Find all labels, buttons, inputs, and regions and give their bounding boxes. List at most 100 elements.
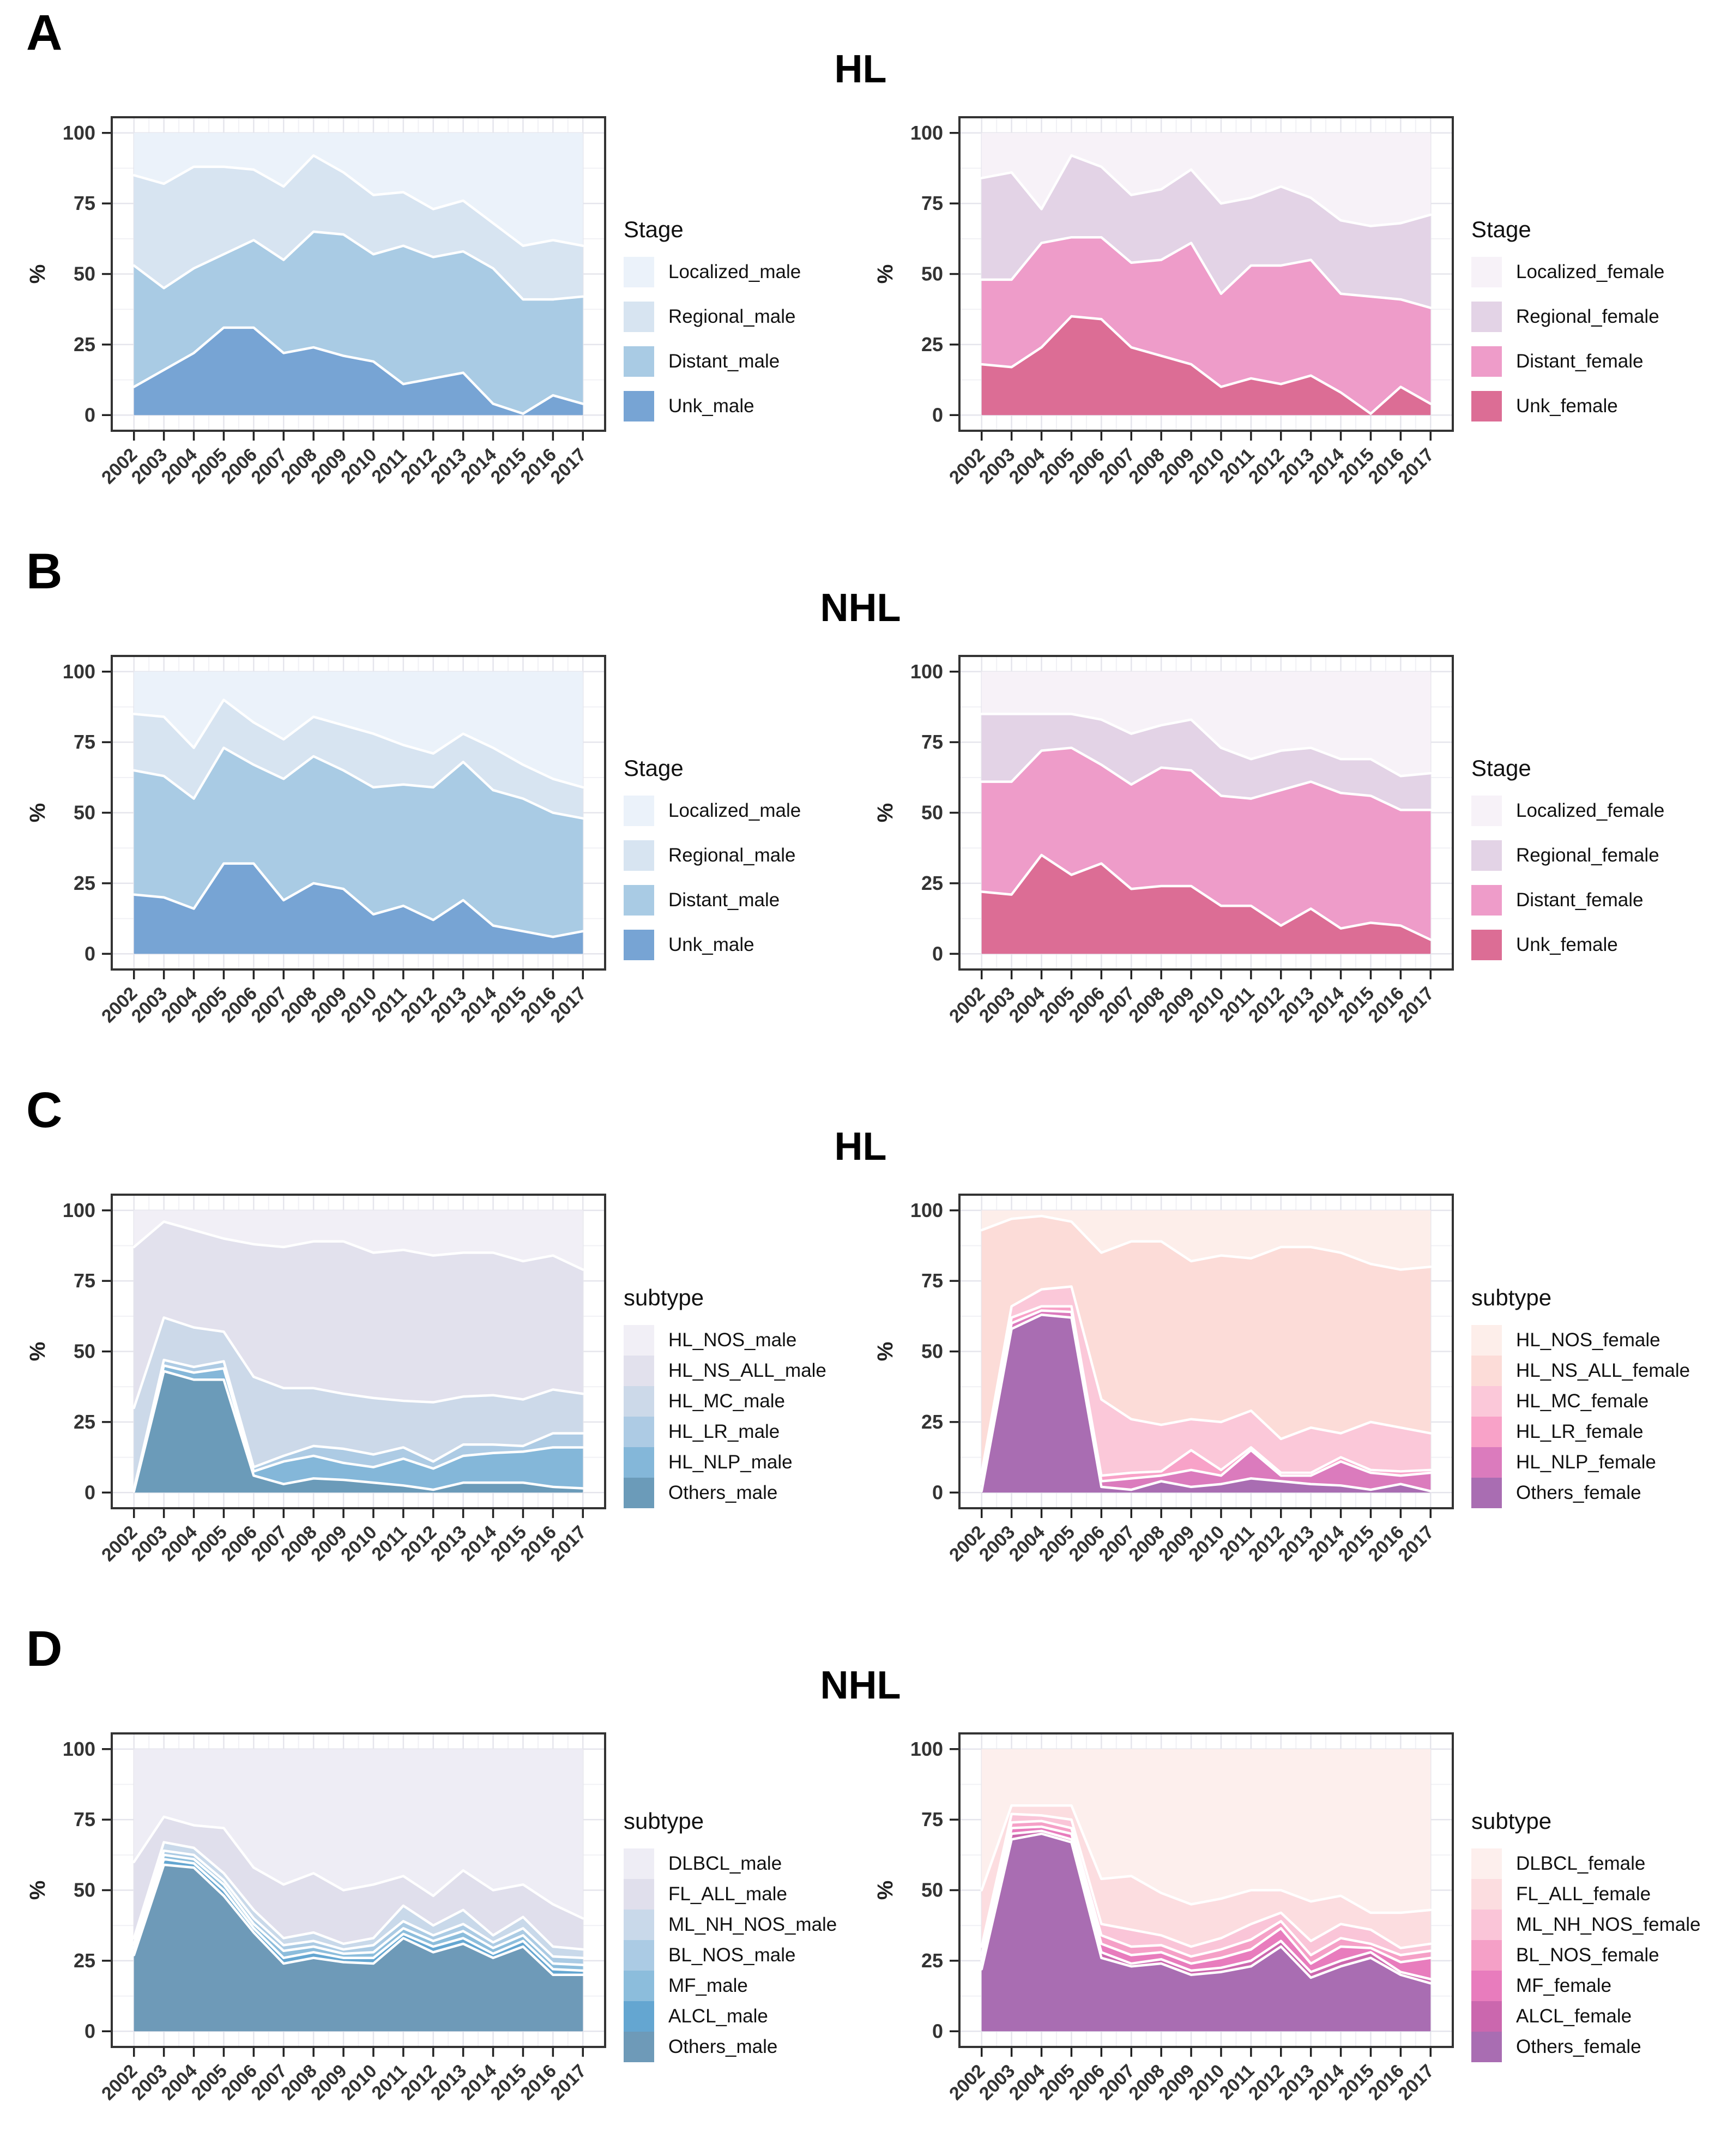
y-tick-label: 50 (921, 263, 943, 285)
legend-item-Regional_male: Regional_male (624, 840, 858, 871)
legend-items: DLBCL_male FL_ALL_male ML_NH_NOS_male BL_NO… (624, 1848, 858, 2062)
area-boundary-HL_NS_ALL_female (980, 1214, 1432, 1271)
area-boundary-ALCL_female (980, 1829, 1432, 1980)
legend-swatch-HL_NLP_female (1471, 1447, 1502, 1478)
plot-border (111, 1194, 606, 1509)
area-boundary-Unk_female (980, 315, 1432, 415)
area-boundary-Others_male (132, 1863, 584, 1976)
panel-d-title: NHL (820, 1664, 901, 1707)
legend-swatch-Localized_male (624, 796, 654, 826)
area-boundary-HL_LR_female (980, 1305, 1432, 1480)
legend-item-Localized_male: Localized_male (624, 796, 858, 826)
area-layer-FL_ALL_female (981, 1805, 1431, 1948)
legend-hl-stage-female: Stage Localized_female Regional_female Dist… (1471, 216, 1706, 421)
legend-swatch-Unk_female (1471, 391, 1502, 421)
area-layer-Localized_male (134, 133, 583, 246)
legend-item-Localized_male: Localized_male (624, 257, 858, 287)
plot-border (958, 1732, 1454, 2048)
area-layer-HL_NLP_male (134, 1365, 583, 1492)
legend-item-BL_NOS_female: BL_NOS_female (1471, 1940, 1706, 1971)
legend-item-Distant_female: Distant_female (1471, 346, 1706, 377)
legend-item-DLBCL_female: DLBCL_female (1471, 1848, 1706, 1879)
legend-items: Localized_male Regional_male Distant_male U… (624, 796, 858, 960)
plot-border (111, 116, 606, 432)
y-tick-label: 75 (74, 731, 95, 753)
legend-item-Localized_female: Localized_female (1471, 796, 1706, 826)
stacked-area-chart-nhl-subtype-female: 2002200320042005200620072008200920102011… (873, 1732, 1454, 2104)
legend-swatch-ML_NH_NOS_male (624, 1910, 654, 1940)
legend-swatch-MF_male (624, 1971, 654, 2001)
legend-label: Unk_male (668, 395, 754, 417)
area-boundary-Unk_female (980, 853, 1432, 941)
legend-label: HL_NOS_male (668, 1329, 797, 1351)
y-tick-label: 75 (921, 1808, 943, 1830)
chart-unit-nhl-female: 2002 2003 2004 2005 2006 2007 2008 2009 2010 2011… (864, 642, 1712, 1073)
area-boundary-HL_MC_male (132, 1316, 584, 1410)
legend-hl-stage-male: Stage Localized_male Regional_male Distant_… (624, 216, 858, 421)
y-axis-label: % (26, 1342, 50, 1362)
stacked-area-chart-hl-subtype-female: 2002200320042005200620072008200920102011… (873, 1194, 1454, 1565)
legend-swatch-Unk_male (624, 930, 654, 960)
legend-item-Others_female: Others_female (1471, 1478, 1706, 1508)
legend-swatch-DLBCL_male (624, 1848, 654, 1879)
legend-label: DLBCL_female (1516, 1853, 1646, 1874)
legend-label: HL_NS_ALL_female (1516, 1360, 1690, 1381)
legend-swatch-HL_LR_male (624, 1417, 654, 1447)
legend-swatch-BL_NOS_male (624, 1940, 654, 1971)
y-axis-label: % (26, 803, 50, 823)
panel-c-title: HL (834, 1125, 887, 1169)
legend-label: BL_NOS_female (1516, 1944, 1659, 1966)
area-boundary-Regional_female (980, 154, 1432, 227)
area-boundary-Distant_female (980, 236, 1432, 309)
legend-label: HL_LR_female (1516, 1421, 1644, 1442)
y-tick-label: 100 (910, 1199, 943, 1221)
legend-label: Distant_male (668, 351, 780, 372)
legend-item-ALCL_female: ALCL_female (1471, 2001, 1706, 2032)
y-tick-label: 25 (74, 1949, 95, 1972)
legend-item-HL_NLP_female: HL_NLP_female (1471, 1447, 1706, 1478)
y-tick-label: 0 (932, 1481, 943, 1503)
legend-label: FL_ALL_male (668, 1883, 787, 1905)
area-layer-Unk_male (134, 327, 583, 415)
y-tick-label: 50 (921, 1340, 943, 1363)
legend-item-Unk_male: Unk_male (624, 930, 858, 960)
legend-swatch-DLBCL_female (1471, 1848, 1502, 1879)
legend-item-Regional_female: Regional_female (1471, 302, 1706, 332)
area-layer-Others_male (134, 1864, 583, 2032)
y-axis-label: % (873, 803, 897, 823)
legend-title: subtype (1471, 1808, 1552, 1834)
legend-title: Stage (1471, 755, 1531, 781)
area-layer-HL_NS_ALL_male (134, 1221, 583, 1408)
legend-label: FL_ALL_female (1516, 1883, 1651, 1905)
area-layer-Distant_female (981, 237, 1431, 414)
legend-nhl-subtype-female: subtype DLBCL_female FL_ALL_female ML_NH_NO… (1471, 1808, 1706, 2062)
area-boundary-Others_female (980, 1313, 1432, 1492)
area-boundary-HL_MC_female (980, 1285, 1432, 1474)
y-tick-label: 75 (74, 1808, 95, 1830)
y-tick-label: 50 (921, 802, 943, 824)
legend-item-Distant_female: Distant_female (1471, 885, 1706, 916)
y-tick-label: 100 (63, 122, 95, 144)
legend-swatch-HL_NOS_female (1471, 1325, 1502, 1356)
chart-unit-hl-male: 2002 2003 2004 2005 2006 2007 2008 2009 2010 2011… (16, 104, 864, 534)
area-boundary-BL_NOS_female (980, 1820, 1432, 1958)
legend-label: HL_NOS_female (1516, 1329, 1660, 1351)
y-tick-label: 0 (84, 404, 95, 426)
area-boundary-Regional_male (132, 698, 584, 789)
legend-swatch-FL_ALL_male (624, 1879, 654, 1910)
legend-swatch-BL_NOS_female (1471, 1940, 1502, 1971)
legend-swatch-HL_LR_female (1471, 1417, 1502, 1447)
legend-swatch-HL_MC_male (624, 1386, 654, 1417)
x-tick-label: 2017 (547, 1522, 590, 1565)
legend-item-HL_NLP_male: HL_NLP_male (624, 1447, 858, 1478)
area-layer-ALCL_male (134, 1859, 583, 1975)
legend-swatch-Others_female (1471, 1478, 1502, 1508)
legend-label: BL_NOS_male (668, 1944, 796, 1966)
legend-title: Stage (1471, 216, 1531, 242)
legend-label: Others_female (1516, 1482, 1641, 1503)
area-boundary-Regional_female (980, 713, 1432, 778)
legend-item-ML_NH_NOS_male: ML_NH_NOS_male (624, 1910, 858, 1940)
legend-swatch-Regional_female (1471, 840, 1502, 871)
legend-swatch-Localized_male (624, 257, 654, 287)
legend-item-Localized_female: Localized_female (1471, 257, 1706, 287)
